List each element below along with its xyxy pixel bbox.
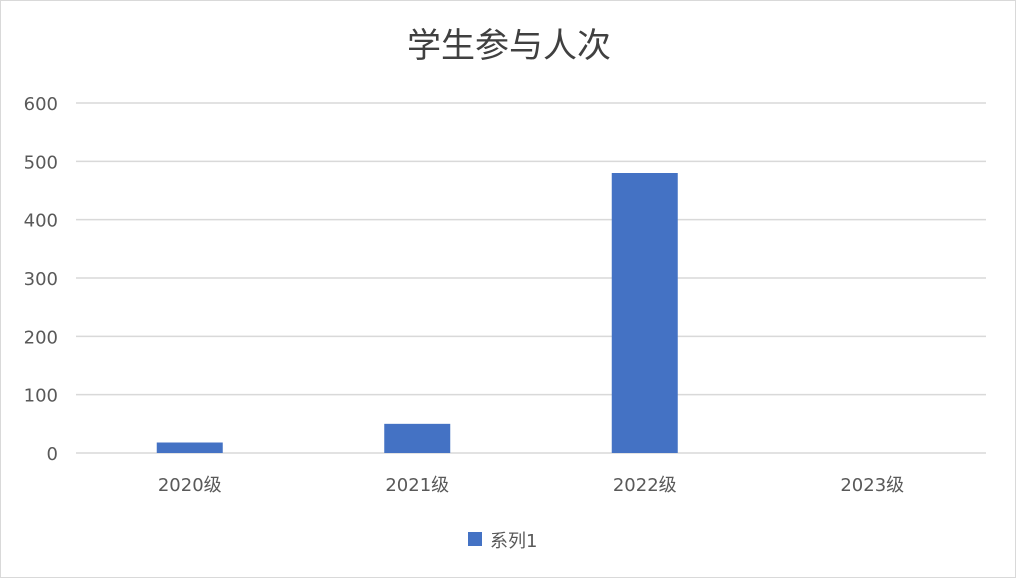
y-tick-label: 600 <box>24 94 58 115</box>
x-tick-label: 2020级 <box>158 475 222 496</box>
bar <box>611 173 678 453</box>
x-tick-label: 2021级 <box>385 475 449 496</box>
y-tick-label: 0 <box>47 444 58 465</box>
x-tick-label: 2023级 <box>840 475 904 496</box>
chart-title: 学生参与人次 <box>407 26 611 66</box>
bar <box>384 423 451 453</box>
bar <box>156 442 223 453</box>
legend: 系列1 <box>468 531 537 552</box>
y-tick-label: 500 <box>24 152 58 173</box>
y-tick-label: 300 <box>24 269 58 290</box>
y-tick-label: 200 <box>24 327 58 348</box>
y-tick-label: 100 <box>24 386 58 407</box>
legend-swatch <box>468 532 482 546</box>
x-tick-label: 2022级 <box>613 475 677 496</box>
legend-label: 系列1 <box>490 531 537 552</box>
y-tick-label: 400 <box>24 211 58 232</box>
